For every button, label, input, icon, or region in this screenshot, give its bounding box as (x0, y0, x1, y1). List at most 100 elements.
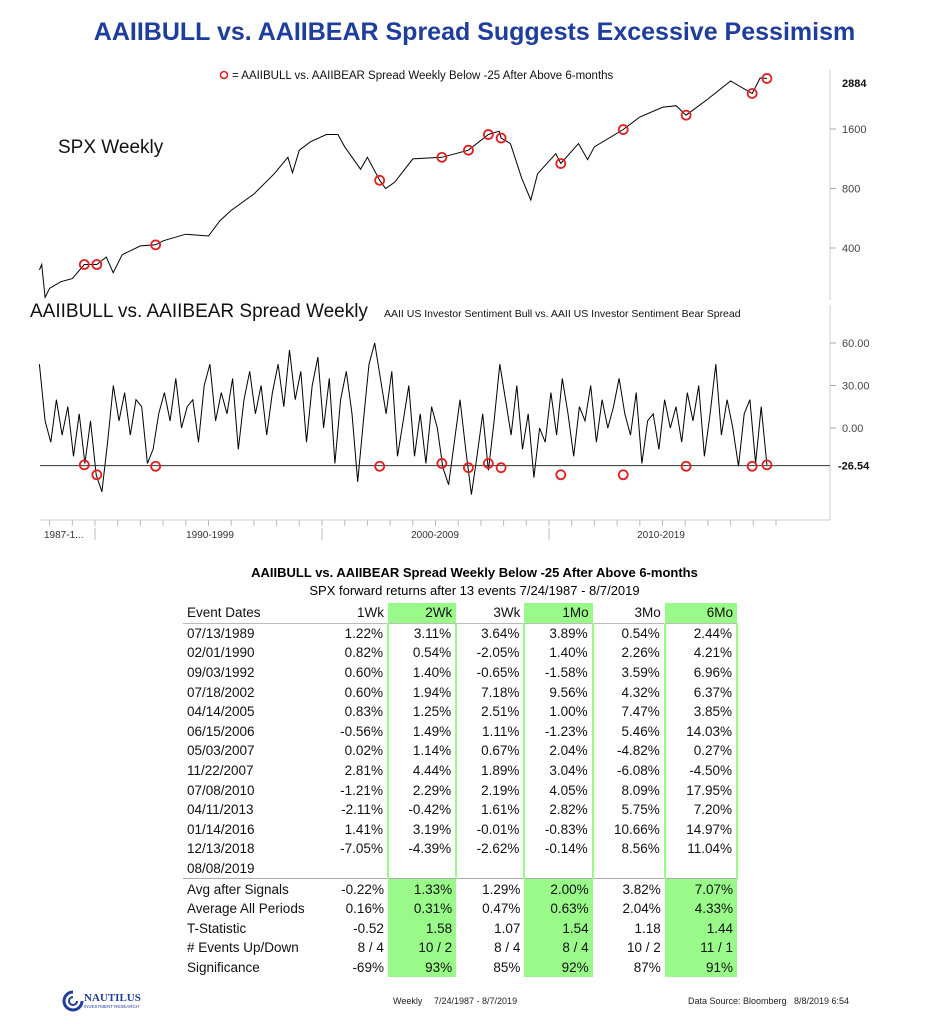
spx-y-tick-label: 400 (842, 243, 860, 255)
spread-event-marker (555, 469, 567, 481)
table-cell: -0.83% (523, 819, 594, 840)
spx-event-marker (555, 158, 567, 169)
legend-marker-icon (219, 70, 229, 80)
table-cell: 1.18 (634, 920, 661, 936)
spread-event-marker (746, 460, 758, 472)
table-cell: 2.26% (621, 645, 660, 661)
spx-event-marker (463, 144, 474, 156)
table-cell: 14.03% (663, 721, 739, 742)
table-cell: 8 / 4 (494, 940, 521, 956)
x-tick-label: 1990-1999 (186, 530, 234, 541)
column-header: 1Mo (524, 603, 593, 624)
table-cell: 3.04% (523, 760, 594, 781)
spx-event-marker (495, 132, 507, 144)
table-cell: 07/13/1989 (187, 625, 255, 641)
table-cell: 1.58 (387, 918, 457, 939)
table-cell: 0.63% (524, 898, 593, 919)
spx-event-marker (91, 259, 103, 270)
table-cell: -2.62% (476, 841, 520, 857)
table-cell: 10 / 2 (627, 940, 661, 956)
table-cell: 07/18/2002 (187, 684, 255, 700)
spx-last-value: 2884 (842, 78, 867, 90)
table-cell: 6.37% (663, 682, 739, 702)
table-cell: -6.08% (617, 763, 660, 779)
table-cell: -0.56% (340, 723, 383, 739)
table-cell: 93% (387, 957, 457, 978)
table-subtitle: SPX forward returns after 13 events 7/24… (309, 583, 640, 598)
table-cell: Avg after Signals (183, 878, 321, 899)
nautilus-logo-icon (62, 990, 84, 1012)
table-cell: 04/11/2013 (187, 802, 254, 818)
table-cell: -0.42% (386, 799, 458, 820)
table-cell: -2.05% (476, 645, 520, 661)
table-cell: 2.00% (524, 878, 593, 899)
table-cell: 92% (524, 957, 593, 978)
table-cell (663, 858, 739, 879)
logo-text: NAUTILUS (84, 992, 141, 1004)
table-cell: 8.09% (621, 782, 660, 798)
table-cell: 17.95% (663, 780, 739, 800)
column-header: 1Wk (321, 603, 388, 624)
table-cell: 91% (664, 957, 737, 978)
table-row: 11/22/2007 2.81% 4.44% 1.89% 3.04% -6.08% -4.5… (183, 760, 739, 781)
table-cell: -0.65% (476, 665, 520, 681)
summary-row: T-Statistic -0.52 1.58 1.07 1.54 1.18 1.44 (183, 918, 737, 939)
column-header: 3Mo (592, 603, 665, 624)
table-cell: 06/15/2006 (187, 723, 255, 739)
table-cell: 4.44% (386, 760, 458, 781)
table-cell: 7.20% (663, 799, 739, 820)
table-cell: 1.44 (664, 918, 737, 939)
table-cell: 5.75% (621, 802, 660, 818)
table-cell: 3.11% (386, 623, 458, 644)
x-tick-label: 1987-1... (44, 530, 83, 541)
spread-y-tick-label: 0.00 (842, 423, 863, 435)
logo-subtext: INVESTMENT RESEARCH (84, 1004, 140, 1009)
table-cell: 1.11% (482, 723, 520, 739)
table-cell: 3.85% (663, 701, 739, 722)
table-row: 12/13/2018 -7.05% -4.39% -2.62% -0.14% 8.56% 1… (183, 839, 739, 859)
table-cell: 0.31% (387, 898, 457, 919)
nautilus-logo: NAUTILUS INVESTMENT RESEARCH (62, 990, 182, 1012)
table-cell: 3.89% (523, 623, 594, 644)
table-row: 07/08/2010 -1.21% 2.29% 2.19% 4.05% 8.09% 17.9… (183, 780, 739, 800)
table-cell: 87% (633, 959, 661, 975)
table-cell: 6.96% (663, 662, 739, 683)
spread-event-marker (150, 460, 162, 472)
spread-event-marker (495, 462, 507, 474)
column-header: 3Wk (456, 603, 525, 624)
table-cell: 02/01/1990 (187, 645, 255, 661)
table-cell: T-Statistic (187, 920, 247, 936)
table-cell: Average All Periods (187, 901, 305, 917)
returns-table: Event Dates 1Wk 2Wk 3Wk 1Mo 3Mo 6Mo 07/13/1989… (183, 603, 739, 978)
table-cell: 0.82% (344, 645, 383, 661)
table-cell: 8 / 4 (524, 938, 593, 958)
table-row: 08/08/2019 (183, 858, 739, 879)
table-cell: 7.18% (481, 684, 520, 700)
table-cell: 1.41% (344, 821, 383, 837)
table-cell: 0.16% (345, 901, 384, 917)
spx-event-marker (761, 73, 773, 84)
spread-series-line (38, 342, 768, 495)
table-cell: 7.07% (664, 878, 737, 899)
table-cell: 1.22% (344, 625, 383, 641)
table-cell (456, 859, 524, 879)
table-cell: 2.04% (622, 901, 661, 917)
spread-event-marker (761, 459, 773, 471)
table-cell: -1.23% (523, 721, 594, 742)
table-cell: 4.21% (663, 643, 739, 663)
table-row: 09/03/1992 0.60% 1.40% -0.65% -1.58% 3.59% 6.9… (183, 662, 739, 683)
spread-y-tick-label: 60.00 (842, 338, 870, 350)
table-cell: 14.97% (663, 819, 739, 840)
table-cell (593, 859, 665, 879)
table-cell: 1.89% (481, 763, 520, 779)
footer-timestamp: 8/8/2019 6:54 (794, 996, 850, 1006)
table-cell: -4.50% (663, 760, 739, 781)
table-title: AAIIBULL vs. AAIIBEAR Spread Weekly Belo… (251, 565, 698, 580)
spx-chart: = AAIIBULL vs. AAIIBEAR Spread Weekly Be… (38, 70, 867, 300)
table-cell: 3.59% (621, 665, 660, 681)
table-cell: 8.56% (621, 841, 660, 857)
table-cell: 8 / 4 (357, 940, 384, 956)
table-cell: 3.82% (592, 878, 665, 899)
table-cell: 11.04% (663, 839, 739, 859)
